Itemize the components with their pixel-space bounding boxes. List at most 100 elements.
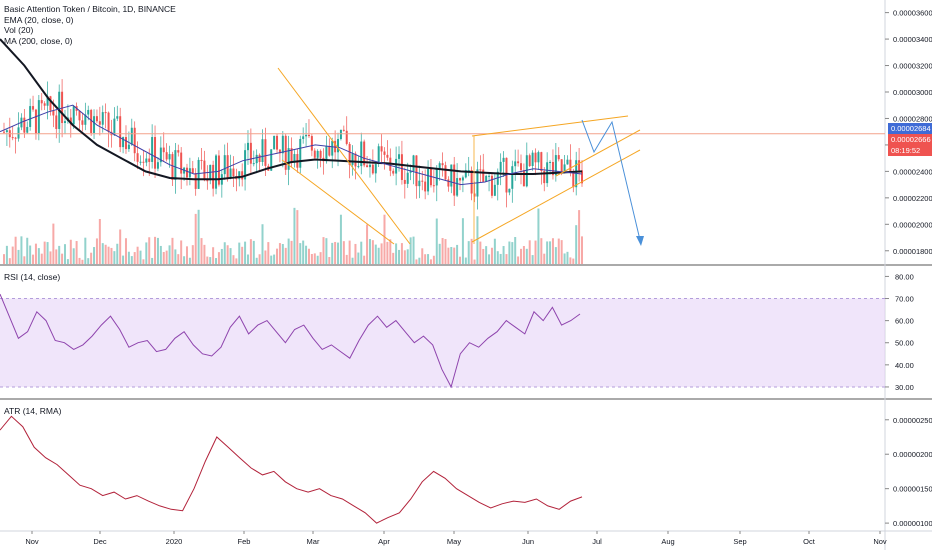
x-tick-label: Dec <box>93 537 107 546</box>
volume-bar <box>235 258 238 264</box>
candle-body <box>81 120 84 125</box>
candle-body <box>278 149 281 154</box>
candle-body <box>398 154 401 159</box>
legend-vol[interactable]: Vol (20) <box>4 25 34 35</box>
candle-body <box>26 126 29 133</box>
volume-bar <box>5 245 8 264</box>
candle-body <box>377 146 380 165</box>
candle-body <box>229 168 232 178</box>
volume-bar <box>113 251 116 264</box>
symbol-title[interactable]: Basic Attention Token / Bitcoin, 1D, BIN… <box>4 4 176 14</box>
candle-body <box>450 164 453 187</box>
volume-bar <box>290 240 293 264</box>
volume-bar <box>139 250 142 264</box>
volume-bar <box>124 238 127 264</box>
channel-upper-line <box>277 67 411 245</box>
candle-body <box>313 150 316 158</box>
candle-body <box>319 150 322 158</box>
candle-body <box>368 164 371 168</box>
wedge-upper-line <box>471 115 629 137</box>
atr-pane-title[interactable]: ATR (14, RMA) <box>4 406 62 416</box>
x-tick-label: Apr <box>378 537 390 546</box>
candle-body <box>69 117 72 125</box>
candle-body <box>342 129 345 131</box>
candle-body <box>517 161 520 164</box>
candle-body <box>156 162 159 169</box>
y-tick-label: 0.00003000 <box>893 88 932 97</box>
candle-body <box>453 164 456 196</box>
candle-body <box>395 158 398 174</box>
volume-bar <box>191 245 194 264</box>
volume-bar <box>305 245 308 264</box>
candle-body <box>284 135 287 170</box>
volume-bar <box>238 242 241 264</box>
candle-body <box>177 150 180 153</box>
ma-200-line <box>0 38 583 181</box>
volume-bar <box>200 238 203 264</box>
volume-bar <box>339 214 342 264</box>
volume-bar <box>380 243 383 264</box>
volume-bar <box>165 250 168 264</box>
volume-bar <box>485 246 488 264</box>
legend-ma[interactable]: MA (200, close, 0) <box>4 35 73 46</box>
volume-bar <box>389 239 392 264</box>
candle-body <box>299 138 302 168</box>
rsi-pane-title[interactable]: RSI (14, close) <box>4 272 61 282</box>
volume-bar <box>32 254 35 264</box>
y-tick-label: 50.00 <box>895 339 914 348</box>
candle-body <box>293 154 296 163</box>
candle-body <box>95 116 98 122</box>
candle-body <box>328 145 331 156</box>
volume-bar <box>122 255 125 264</box>
volume-bar <box>351 257 354 264</box>
ema-20-line <box>0 104 583 186</box>
candle-body <box>357 166 360 168</box>
candle-body <box>49 96 52 111</box>
volume-bar <box>11 246 14 264</box>
volume-bar <box>278 243 281 264</box>
candle-body <box>43 103 46 106</box>
volume-bar <box>456 244 459 264</box>
candle-body <box>46 96 49 106</box>
volume-bar <box>354 243 357 264</box>
volume-bar <box>461 218 464 264</box>
current-price-tag: 0.00002666 <box>888 134 932 145</box>
volume-bar <box>267 242 270 264</box>
volume-bar <box>543 253 546 264</box>
volume-bar <box>438 243 441 264</box>
legend-ema[interactable]: EMA (20, close, 0) <box>4 14 74 25</box>
x-tick-label: Oct <box>803 537 816 546</box>
candle-body <box>316 150 319 158</box>
volume-bar <box>49 251 52 264</box>
candle-body <box>339 129 342 140</box>
volume-bar <box>534 240 537 264</box>
volume-bar <box>177 254 180 264</box>
volume-bar <box>525 248 528 264</box>
y-tick-label: 0.00002200 <box>893 194 932 203</box>
candle-body <box>212 164 215 189</box>
candle-body <box>261 139 264 162</box>
volume-bar <box>203 244 206 264</box>
y-tick-label: 30.00 <box>895 383 914 392</box>
volume-bar <box>37 248 40 264</box>
volume-bar <box>566 251 569 264</box>
candle-body <box>360 141 363 167</box>
volume-bar <box>249 239 252 264</box>
candle-body <box>61 91 64 124</box>
volume-bar <box>84 237 87 264</box>
volume-bar <box>499 253 502 264</box>
candle-body <box>55 115 58 129</box>
volume-bar <box>75 241 78 264</box>
candle-body <box>490 175 493 196</box>
candle-body <box>194 173 197 189</box>
candle-body <box>543 170 546 184</box>
volume-bar <box>432 255 435 264</box>
candle-body <box>255 154 258 164</box>
candle-body <box>366 165 369 168</box>
candle-body <box>119 116 122 148</box>
volume-bar <box>58 245 61 264</box>
candle-body <box>334 140 337 153</box>
candle-body <box>270 149 273 171</box>
candle-body <box>273 135 276 150</box>
